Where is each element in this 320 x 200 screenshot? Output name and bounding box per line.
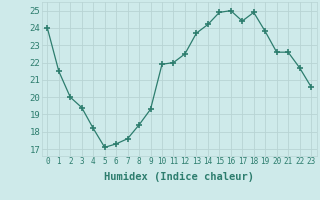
X-axis label: Humidex (Indice chaleur): Humidex (Indice chaleur) [104, 172, 254, 182]
